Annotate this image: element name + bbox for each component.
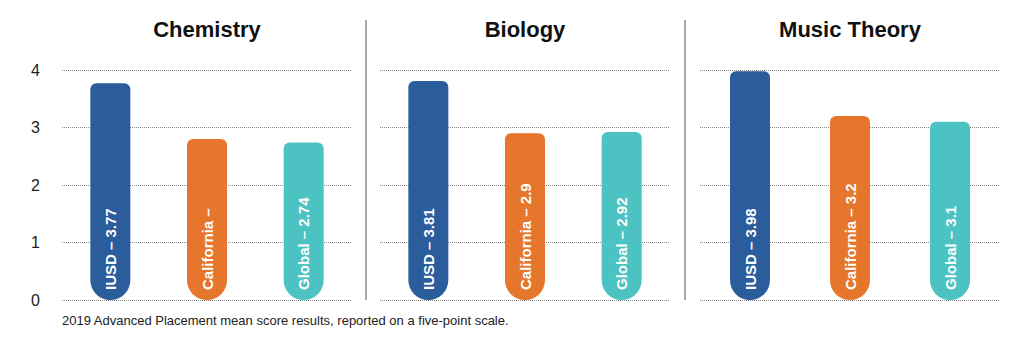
svg-text:0: 0 [31,292,40,309]
svg-text:California –: California – [199,208,216,290]
svg-text:California – 3.2: California – 3.2 [842,183,859,290]
svg-text:1: 1 [31,234,40,251]
svg-text:Global – 3.1: Global – 3.1 [942,206,959,290]
svg-text:4: 4 [31,62,40,79]
svg-text:2: 2 [31,177,40,194]
svg-text:IUSD – 3.98: IUSD – 3.98 [742,208,759,290]
svg-text:Music Theory: Music Theory [779,17,922,42]
svg-text:IUSD – 3.81: IUSD – 3.81 [420,208,437,290]
svg-text:3: 3 [31,119,40,136]
svg-text:Biology: Biology [485,17,566,42]
svg-text:Global – 2.74: Global – 2.74 [295,197,312,290]
svg-text:Chemistry: Chemistry [153,17,261,42]
svg-text:California – 2.9: California – 2.9 [517,183,534,290]
svg-text:IUSD – 3.77: IUSD – 3.77 [102,208,119,290]
svg-text:2019 Advanced Placement mean s: 2019 Advanced Placement mean score resul… [62,313,509,328]
svg-text:Global – 2.92: Global – 2.92 [613,197,630,290]
